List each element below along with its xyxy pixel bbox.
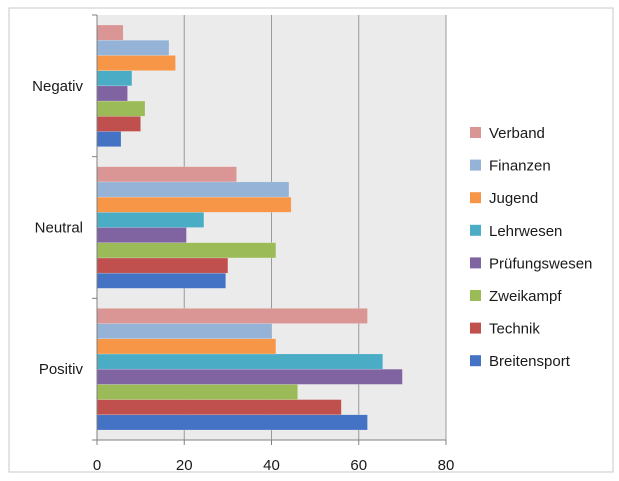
bar-verband-positiv: [96, 308, 368, 324]
y-category-label-neutral: Neutral: [35, 220, 83, 237]
legend-swatch-jugend: [470, 192, 481, 204]
bar-verband-negativ: [96, 24, 124, 41]
legend-label-lehrwesen: Lehrwesen: [489, 223, 562, 240]
bar-technik-negativ: [96, 116, 141, 132]
bars: [96, 24, 403, 431]
bar-prufungswesen-negativ: [96, 85, 128, 102]
legend-label-verband: Verband: [489, 125, 545, 142]
legend-swatch-technik: [470, 322, 481, 334]
bar-finanzen-neutral: [96, 181, 290, 198]
bar-technik-neutral: [96, 257, 229, 274]
bar-zweikampf-positiv: [96, 384, 298, 400]
y-category-label-negativ: Negativ: [32, 78, 83, 95]
legend-label-technik: Technik: [489, 321, 540, 338]
legend-label-finanzen: Finanzen: [489, 158, 551, 175]
x-tick-label-0: 0: [93, 457, 101, 474]
legend-swatch-breitensport: [470, 355, 481, 367]
legend-label-zweikampf: Zweikampf: [489, 288, 562, 305]
bar-finanzen-positiv: [96, 323, 272, 339]
y-category-label-positiv: Positiv: [39, 361, 84, 378]
bar-prufungswesen-positiv: [96, 368, 403, 385]
x-tick-label-60: 60: [350, 457, 367, 474]
bar-jugend-positiv: [96, 338, 277, 355]
legend: Verband Finanzen Jugend Lehrwesen Prüfungswe…: [470, 125, 592, 370]
legend-swatch-verband: [470, 127, 481, 138]
bar-jugend-negativ: [96, 55, 176, 71]
bar-zweikampf-neutral: [96, 242, 277, 259]
bar-zweikampf-negativ: [96, 100, 146, 117]
bar-finanzen-negativ: [96, 39, 170, 56]
bar-prufungswesen-neutral: [96, 227, 187, 243]
legend-swatch-zweikampf: [470, 290, 481, 301]
x-tick-label-40: 40: [263, 457, 280, 474]
bar-jugend-neutral: [96, 196, 292, 213]
x-tick-label-80: 80: [438, 457, 455, 474]
bar-breitensport-neutral: [96, 272, 226, 289]
legend-swatch-lehrwesen: [470, 224, 481, 236]
bar-lehrwesen-negativ: [96, 70, 133, 87]
bar-verband-neutral: [96, 166, 237, 183]
bar-technik-positiv: [96, 399, 342, 416]
bar-breitensport-negativ: [96, 131, 122, 147]
x-axis-ticks: 0 20 40 60 80: [92, 14, 455, 474]
legend-swatch-prufungswesen: [470, 257, 481, 269]
y-axis-categories: Positiv Neutral Negativ: [32, 78, 83, 378]
x-tick-label-20: 20: [176, 457, 193, 474]
bar-breitensport-positiv: [96, 414, 368, 431]
legend-swatch-finanzen: [470, 159, 481, 171]
legend-label-prufungswesen: Prüfungswesen: [489, 255, 592, 272]
legend-label-jugend: Jugend: [489, 190, 538, 207]
bar-lehrwesen-positiv: [96, 353, 383, 370]
bar-lehrwesen-neutral: [96, 212, 205, 228]
legend-label-breitensport: Breitensport: [489, 353, 571, 370]
